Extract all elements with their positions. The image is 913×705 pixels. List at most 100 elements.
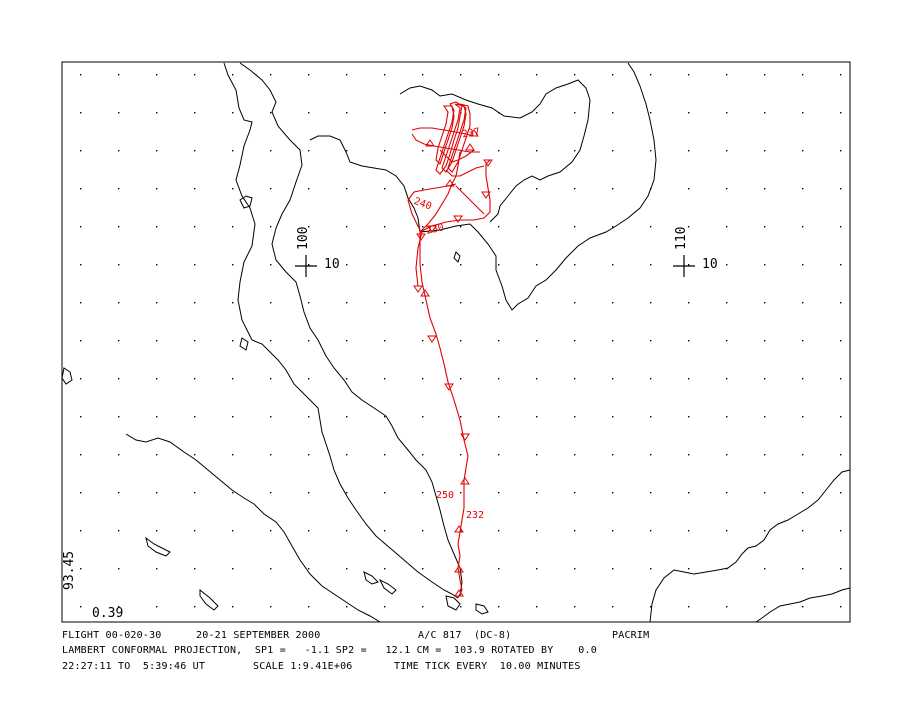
grid-dot: [118, 378, 120, 380]
grid-dot: [612, 606, 614, 608]
grid-dot: [232, 302, 234, 304]
grid-dot: [232, 378, 234, 380]
grid-dot: [840, 606, 842, 608]
grid-dot: [232, 264, 234, 266]
grid-dot: [270, 568, 272, 570]
grid-dot: [194, 302, 196, 304]
grid-dot: [726, 530, 728, 532]
grid-dot: [194, 492, 196, 494]
grid-dot: [688, 454, 690, 456]
grid-dot: [802, 492, 804, 494]
grid-dot: [194, 606, 196, 608]
grid-dot: [612, 454, 614, 456]
grid-dot: [80, 340, 82, 342]
grid-dot: [840, 112, 842, 114]
grid-dot: [460, 416, 462, 418]
grid-dot: [118, 150, 120, 152]
grid-dot: [80, 530, 82, 532]
grid-dot: [498, 568, 500, 570]
grid-dot: [650, 264, 652, 266]
footer-scale: SCALE 1:9.41E+06: [253, 661, 353, 672]
grid-dot: [346, 416, 348, 418]
grid-dot: [80, 378, 82, 380]
grid-dot: [574, 606, 576, 608]
grid-dot: [308, 492, 310, 494]
footer-time-range: 22:27:11 TO 5:39:46 UT: [62, 661, 206, 672]
grid-dot: [764, 568, 766, 570]
grid-dot: [80, 264, 82, 266]
grid-dot: [194, 568, 196, 570]
grid-dot: [764, 74, 766, 76]
grid-dot: [688, 264, 690, 266]
grid-dot: [118, 264, 120, 266]
grid-dot: [650, 454, 652, 456]
grid-dot: [118, 606, 120, 608]
grid-dot: [270, 530, 272, 532]
grid-dot: [308, 568, 310, 570]
grid-dot: [574, 74, 576, 76]
grid-dot: [764, 264, 766, 266]
grid-dot: [498, 188, 500, 190]
grid-dot: [232, 416, 234, 418]
grid-dot: [574, 226, 576, 228]
grid-dot: [764, 454, 766, 456]
grid-dot: [118, 568, 120, 570]
grid-dot: [688, 416, 690, 418]
grid-dot: [840, 416, 842, 418]
grid-dot: [308, 416, 310, 418]
grid-dot: [840, 492, 842, 494]
grid-dot: [384, 150, 386, 152]
grid-dot: [612, 264, 614, 266]
grid-dot: [726, 264, 728, 266]
grid-dot: [384, 606, 386, 608]
grid-dot: [232, 340, 234, 342]
grid-dot: [726, 606, 728, 608]
grid-dot: [688, 150, 690, 152]
grid-dot: [118, 454, 120, 456]
grid-dot: [80, 302, 82, 304]
grid-dot: [118, 226, 120, 228]
grid-dot: [612, 568, 614, 570]
grid-dot: [346, 302, 348, 304]
grid-dot: [726, 378, 728, 380]
grid-dot: [118, 530, 120, 532]
grid-dot: [270, 74, 272, 76]
grid-dot: [422, 568, 424, 570]
grid-dot: [536, 226, 538, 228]
grid-dot: [612, 340, 614, 342]
grid-dot: [536, 340, 538, 342]
grid-dot: [118, 492, 120, 494]
grid-dot: [156, 302, 158, 304]
grid-dot: [726, 188, 728, 190]
grid-dot: [840, 264, 842, 266]
grid-dot: [650, 416, 652, 418]
grid-dot: [688, 226, 690, 228]
grid-dot: [422, 340, 424, 342]
grid-dot: [498, 74, 500, 76]
grid-dot: [650, 150, 652, 152]
grid-dot: [156, 188, 158, 190]
grid-dot: [346, 606, 348, 608]
grid-dot: [574, 416, 576, 418]
grid-dot: [270, 492, 272, 494]
grid-dot: [498, 340, 500, 342]
grid-dot: [384, 302, 386, 304]
grid-dot: [650, 568, 652, 570]
grid-dot: [346, 492, 348, 494]
grid-dot: [840, 188, 842, 190]
grid-dot: [802, 378, 804, 380]
grid-dot: [802, 112, 804, 114]
grid-dot: [422, 378, 424, 380]
grid-dot: [650, 226, 652, 228]
grid-dot: [232, 112, 234, 114]
grid-dot: [688, 568, 690, 570]
grid-lat-label-10-left: 10: [324, 257, 340, 272]
grid-dot: [536, 568, 538, 570]
grid-dot: [802, 264, 804, 266]
grid-dot: [574, 302, 576, 304]
map-border: [61, 61, 851, 623]
grid-dot: [536, 530, 538, 532]
grid-dot: [80, 492, 82, 494]
grid-dot: [688, 492, 690, 494]
track-label-232: 232: [466, 510, 485, 521]
